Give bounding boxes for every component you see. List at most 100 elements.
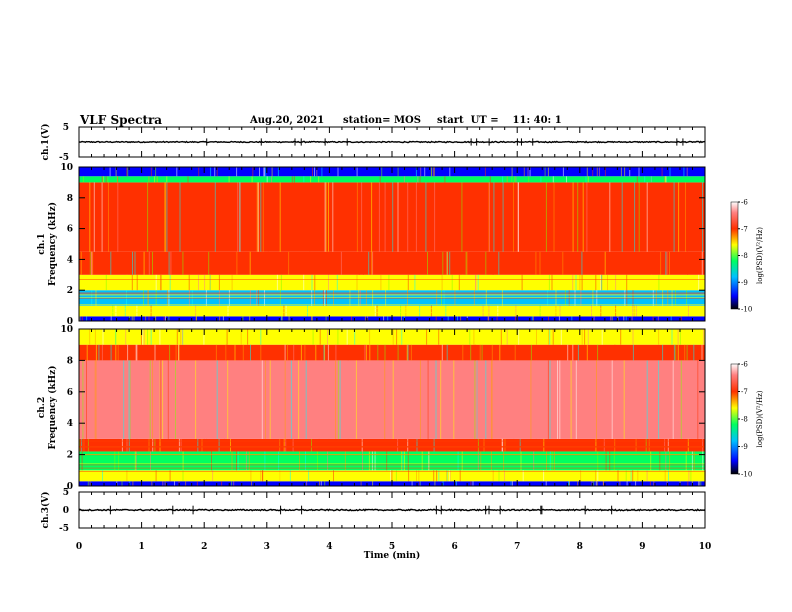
psd-streak [393,182,395,252]
psd-streak [545,182,547,252]
psd-streak [115,344,117,361]
y-tick-label: 8 [67,194,73,204]
psd-streak [129,481,131,486]
psd-streak [678,182,680,252]
psd-streak [617,470,619,482]
psd-streak [355,360,357,439]
psd-streak [514,344,516,361]
psd-streak [485,438,486,452]
psd-streak [685,451,687,471]
psd-streak [598,167,600,177]
psd-streak [491,360,493,439]
psd-streak [504,470,505,482]
psd-streak [310,176,312,183]
psd-streak [156,176,158,183]
psd-streak [228,176,230,183]
psd-streak [620,167,622,177]
psd-streak [316,167,318,177]
psd-streak [475,274,477,291]
psd-streak [679,329,681,345]
psd-streak [371,251,373,275]
psd-streak [623,360,625,439]
psd-streak [134,251,136,275]
psd-streak [252,167,254,177]
psd-streak [195,305,197,317]
psd-streak [218,438,220,452]
x-tick-label: 9 [639,542,645,552]
psd-streak [129,316,131,321]
psd-streak [614,344,616,361]
psd-streak [180,329,182,345]
psd-streak [661,167,663,177]
psd-streak [530,360,532,439]
colorbar-tick-label: -8 [741,252,748,260]
psd-streak [531,316,533,321]
psd-streak [187,176,189,183]
psd-streak [609,182,611,252]
psd-streak [159,329,161,345]
psd-streak [320,481,322,486]
psd-streak [96,360,98,439]
psd-streak [638,182,640,252]
psd-streak [546,451,547,471]
psd-streak [595,438,597,452]
psd-streak [237,182,239,252]
psd-streak [701,344,703,361]
psd-streak [198,329,200,345]
psd-streak [644,176,646,183]
x-tick-label: 5 [389,542,395,552]
y-tick-label: 8 [67,356,73,366]
psd-streak [291,438,293,452]
psd-streak [368,451,370,471]
psd-streak [511,176,513,183]
psd-streak [140,329,142,345]
signal-trace-ch3 [78,508,706,512]
psd-streak [231,451,233,471]
psd-streak [224,438,225,452]
psd-streak [652,290,654,306]
psd-streak [188,274,190,291]
psd-streak [314,290,315,306]
psd-streak [115,167,117,177]
psd-streak [492,251,494,275]
psd-streak [358,251,360,275]
psd-streak [632,329,634,345]
psd-streak [617,316,619,321]
psd-streak [288,251,290,275]
psd-streak [513,176,515,183]
psd-streak [666,251,668,275]
psd-streak [151,481,153,486]
psd-streak [143,329,145,345]
psd-streak [130,251,132,275]
psd-streak [347,344,349,361]
psd-streak [569,481,570,486]
psd-streak [349,290,351,306]
psd-streak [505,305,507,317]
psd-streak [110,251,112,275]
psd-streak [433,438,435,452]
psd-streak [488,305,490,317]
psd-streak [166,176,168,183]
psd-streak [311,290,313,306]
psd-streak [125,329,127,345]
psd-streak [548,274,550,291]
psd-streak [621,182,623,252]
psd-streak [476,360,478,439]
psd-streak [591,305,592,317]
psd-streak [128,360,130,439]
psd-streak [603,438,605,452]
psd-streak [333,290,334,306]
psd-streak [662,344,664,361]
psd-streak [530,344,532,361]
psd-streak [175,344,177,361]
psd-streak [143,290,144,306]
psd-streak [596,290,598,306]
psd-streak [446,470,448,482]
psd-streak [374,305,376,317]
psd-streak [670,316,672,321]
psd-streak [441,290,442,306]
psd-streak [502,176,504,183]
psd-streak [187,305,188,317]
psd-streak [659,451,661,471]
psd-streak [389,329,390,345]
